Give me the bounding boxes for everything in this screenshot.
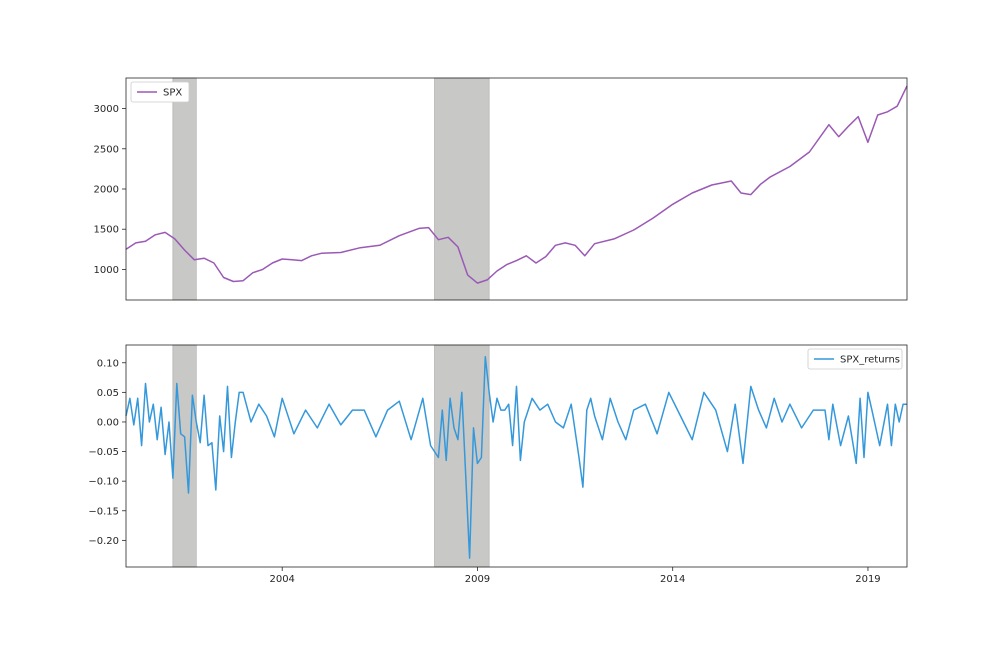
plot-frame [125,77,908,301]
y-tick-label: 3000 [94,104,119,115]
y-tick-label: 0.10 [97,358,119,369]
y-tick-label: −0.05 [88,447,119,458]
y-tick-label: 2500 [94,144,119,155]
x-ticks: 2004 2009 2014 2019 [269,567,881,585]
x-tick-label: 2004 [269,574,294,585]
series-lines [125,85,908,284]
shaded-period [172,344,197,568]
plot-frame [125,344,908,568]
shaded-period [172,77,197,301]
legend-box [130,81,190,103]
series-line-spx-returns [125,356,907,559]
y-tick-label: −0.15 [88,506,119,517]
shaded-period [434,344,490,568]
x-tick-label: 2014 [660,574,685,585]
recession-shading [172,344,490,568]
spx-returns-panel: 0.100.050.00−0.05−0.10−0.15−0.20 2004 200… [88,344,908,585]
y-tick-label: 1000 [94,265,119,276]
legend: SPX_returns [807,348,903,370]
legend-box [807,348,903,370]
legend-label-spx: SPX [163,88,182,99]
x-tick-label: 2009 [465,574,490,585]
recession-shading [172,77,490,301]
y-tick-label: 1500 [94,225,119,236]
legend: SPX [130,81,190,103]
x-tick-label: 2019 [855,574,880,585]
y-tick-label: 2000 [94,185,119,196]
y-tick-label: 0.05 [97,388,119,399]
legend-label-spx-returns: SPX_returns [840,355,900,366]
shaded-period [434,77,490,301]
y-tick-label: −0.10 [88,477,119,488]
y-tick-label: 0.00 [97,417,119,428]
series-lines [125,356,907,559]
y-ticks: 0.10 0.05 0.00 −0.05 −0.10 −0.15 −0.20 [88,358,126,547]
series-line-spx [125,85,908,284]
y-ticks: 1000 1500 2000 2500 3000 [94,104,126,276]
y-tick-label: −0.20 [88,536,119,547]
spx-panel: 1000 1500 2000 2500 3000 SPX [94,77,908,301]
